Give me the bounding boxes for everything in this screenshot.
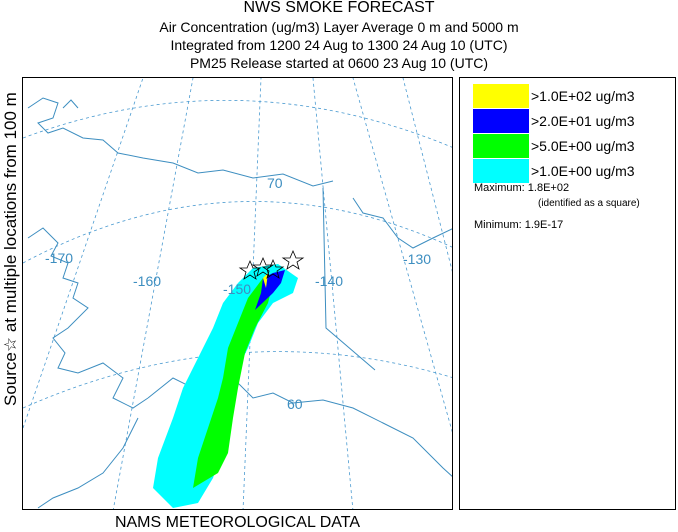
west-coast <box>27 227 149 409</box>
legend-item: >5.0E+00 ug/m3 <box>473 134 635 158</box>
plume-blue <box>255 270 285 310</box>
integration-period: Integrated from 1200 24 Aug to 1300 24 A… <box>170 37 508 53</box>
legend-label: >2.0E+01 ug/m3 <box>531 113 635 129</box>
graticule-meridian <box>112 78 194 509</box>
lon-label-130: -130 <box>403 251 431 267</box>
legend-item: >1.0E+02 ug/m3 <box>473 84 635 108</box>
graticule-meridian <box>402 78 452 272</box>
legend-label: >1.0E+00 ug/m3 <box>531 163 635 179</box>
graticule-meridian <box>352 78 452 433</box>
legend-panel: >1.0E+02 ug/m3 >2.0E+01 ug/m3 >5.0E+00 u… <box>459 77 676 510</box>
plume-green <box>193 278 273 488</box>
legend-swatch-cyan <box>473 159 529 183</box>
legend-item: >1.0E+00 ug/m3 <box>473 159 635 183</box>
lon-label-160: -160 <box>133 273 161 289</box>
lon-label-150: -150 <box>223 281 251 297</box>
map-panel: -170 -160 -150 -140 -130 70 60 <box>22 77 453 510</box>
source-markers <box>238 249 305 280</box>
smoke-map: -170 -160 -150 -140 -130 70 60 <box>23 78 452 509</box>
concentration-subtitle: Air Concentration (ug/m3) Layer Average … <box>159 19 519 35</box>
legend-label: >5.0E+00 ug/m3 <box>531 138 635 154</box>
arctic-coast <box>27 97 334 187</box>
canada-coast <box>352 197 452 249</box>
source-star-icon <box>261 258 285 279</box>
legend-swatch-yellow <box>473 84 529 108</box>
graticule <box>23 78 452 509</box>
peninsula-coast <box>37 417 139 509</box>
release-info: PM25 Release started at 0600 23 Aug 10 (… <box>189 55 489 71</box>
plume-yellow <box>263 273 268 288</box>
maximum-value: Maximum: 1.8E+02 <box>474 182 570 194</box>
graticule-arc <box>23 201 452 264</box>
meteorological-data-label: NAMS METEOROLOGICAL DATA <box>114 514 361 531</box>
island-outline <box>62 99 79 109</box>
border-line <box>322 187 376 371</box>
legend-label: >1.0E+02 ug/m3 <box>531 88 635 104</box>
map-title: NWS SMOKE FORECAST <box>243 0 435 16</box>
graticule-meridian <box>23 78 144 429</box>
lon-label-170: -170 <box>45 250 73 266</box>
minimum-value: Minimum: 1.9E-17 <box>474 219 564 231</box>
legend-swatch-green <box>473 134 529 158</box>
lat-label-60: 60 <box>287 396 303 412</box>
graticule-arc <box>23 99 452 148</box>
source-star-icon <box>281 249 305 270</box>
graticule-meridian <box>312 78 354 509</box>
legend-item: >2.0E+01 ug/m3 <box>473 109 635 133</box>
source-side-label: Source☆ at multiple locations from 100 m <box>1 92 20 406</box>
smoke-plume <box>153 264 298 508</box>
lon-label-140: -140 <box>315 273 343 289</box>
maximum-note: (identified as a square) <box>538 198 640 209</box>
legend-swatch-blue <box>473 109 529 133</box>
lat-label-70: 70 <box>267 175 283 191</box>
